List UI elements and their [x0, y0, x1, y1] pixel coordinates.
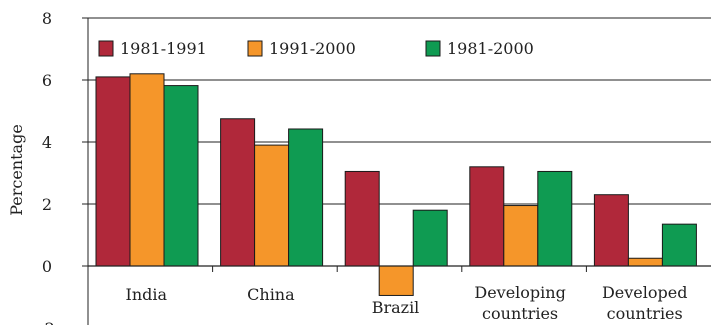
bar	[627, 257, 663, 267]
bar	[661, 223, 697, 267]
bar	[412, 209, 448, 267]
legend-label: 1991-2000	[269, 39, 356, 58]
category-label: countries	[482, 304, 558, 323]
legend-label: 1981-2000	[447, 39, 534, 58]
y-axis-title: Percentage	[7, 124, 26, 216]
y-tick-label: 0	[42, 257, 52, 276]
legend-label: 1981-1991	[120, 39, 207, 58]
legend-swatch	[425, 40, 441, 57]
category-label: Developed	[602, 283, 688, 302]
category-label: China	[247, 285, 295, 304]
bars	[95, 73, 697, 296]
legend: 1981-1991 1991-2000 1981-2000	[98, 39, 534, 58]
bar	[220, 118, 256, 267]
bar	[537, 170, 573, 267]
bar	[469, 166, 505, 267]
axes	[82, 17, 711, 329]
y-tick-label: 2	[42, 195, 52, 214]
bar	[254, 144, 290, 267]
labels: -2 0 2 4 6 8 India China Brazil Developing countri…	[39, 9, 688, 329]
y-tick-label: 8	[42, 9, 52, 28]
bar	[163, 85, 199, 267]
bar	[378, 265, 414, 296]
y-tick-label: 4	[42, 133, 52, 152]
bar	[129, 73, 165, 267]
y-tick-label: 6	[42, 71, 52, 90]
category-label: Brazil	[372, 298, 420, 317]
bar	[593, 194, 629, 267]
category-label: countries	[607, 304, 683, 323]
bar	[95, 76, 131, 267]
bar	[288, 128, 324, 267]
bar	[503, 205, 539, 267]
y-tick-label: -2	[39, 319, 55, 325]
category-label: Developing	[474, 283, 565, 302]
bar	[344, 170, 380, 267]
legend-swatch	[247, 40, 263, 57]
category-label: India	[126, 285, 168, 304]
legend-swatch	[98, 40, 114, 57]
